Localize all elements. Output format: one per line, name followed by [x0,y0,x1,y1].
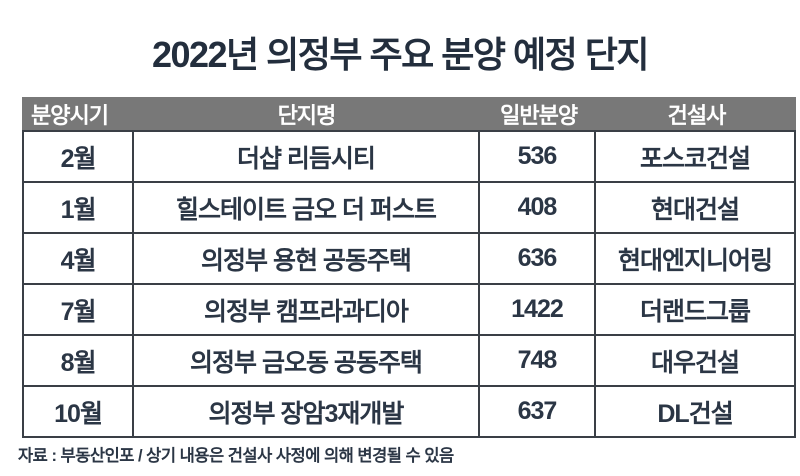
cell-general-units: 408 [480,183,597,232]
column-header-sale-period: 분양시기 [31,102,109,128]
cell-sale-period: 7월 [24,285,135,334]
cell-complex-name: 힐스테이트 금오 더 퍼스트 [134,183,480,232]
cell-builder: 포스코건설 [640,144,751,173]
cell-general-units: 748 [480,336,597,385]
column-header-complex-name: 단지명 [277,102,337,128]
table-row: 4월 의정부 용현 공동주택 636 현대엔지니어링 [24,234,794,285]
cell-sale-period: 2월 [24,132,135,181]
table-body: 2월 더샵 리듬시티 536 포스코건설 1월 힐스테이트 금오 더 퍼스트 408 현대건설… [22,130,796,438]
table-row: 2월 더샵 리듬시티 536 포스코건설 [24,132,794,183]
cell-complex-name: 의정부 캠프라과디아 [134,285,480,334]
cell-complex-name: 더샵 리듬시티 [134,132,480,181]
cell-sale-period: 4월 [24,234,135,283]
cell-general-units: 636 [480,234,597,283]
cell-builder: 더랜드그룹 [640,297,751,326]
cell-builder: 대우건설 [651,348,740,377]
table-row: 10월 의정부 장암3재개발 637 DL건설 [24,387,794,436]
cell-builder: DL건설 [657,399,733,428]
table-header-row: 분양시기 단지명 일반분양 건설사 [22,97,796,130]
table-row: 8월 의정부 금오동 공동주택 748 대우건설 [24,336,794,387]
column-header-general-units: 일반분양 [500,102,578,128]
page-title: 2022년 의정부 주요 분양 예정 단지 [151,34,650,75]
cell-sale-period: 10월 [24,387,135,436]
table-row: 1월 힐스테이트 금오 더 퍼스트 408 현대건설 [24,183,794,234]
cell-sale-period: 1월 [24,183,135,232]
cell-general-units: 1422 [480,285,597,334]
source-note: 자료 : 부동산인포 / 상기 내용은 건설사 사정에 의해 변경될 수 있음 [18,447,454,465]
cell-complex-name: 의정부 금오동 공동주택 [134,336,480,385]
cell-sale-period: 8월 [24,336,135,385]
presale-table: 분양시기 단지명 일반분양 건설사 2월 더샵 리듬시티 536 포스코건설 1월 힐스테… [22,97,796,438]
cell-complex-name: 의정부 용현 공동주택 [134,234,480,283]
column-header-builder: 건설사 [667,102,727,128]
cell-general-units: 536 [480,132,597,181]
table-row: 7월 의정부 캠프라과디아 1422 더랜드그룹 [24,285,794,336]
cell-builder: 현대엔지니어링 [618,246,773,275]
cell-complex-name: 의정부 장암3재개발 [134,387,480,436]
cell-general-units: 637 [480,387,597,436]
cell-builder: 현대건설 [651,195,740,224]
